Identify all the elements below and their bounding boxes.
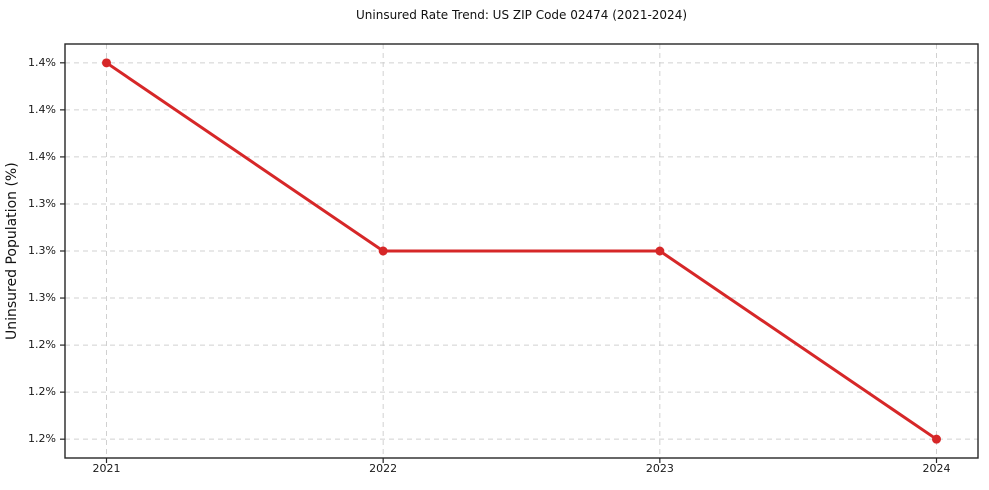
x-tick-label: 2023 bbox=[645, 462, 674, 475]
data-point-2024 bbox=[932, 434, 941, 444]
trend-line bbox=[105, 61, 938, 441]
y-tick-label: 1.2% bbox=[28, 385, 56, 399]
y-tick-label: 1.4% bbox=[28, 102, 56, 116]
data-point-2023 bbox=[655, 246, 665, 256]
y-tick-label: 1.2% bbox=[28, 338, 56, 352]
data-point-2021 bbox=[102, 58, 111, 68]
data-point-2022 bbox=[378, 246, 388, 256]
y-tick-label: 1.3% bbox=[28, 244, 56, 257]
y-tick-label: 1.3% bbox=[28, 291, 56, 305]
plot-area bbox=[60, 43, 979, 463]
plot-border bbox=[64, 43, 979, 459]
x-tick-label: 2024 bbox=[922, 462, 951, 475]
chart-title: Uninsured Rate Trend: US ZIP Code 02474 … bbox=[355, 8, 688, 22]
x-tick-label: 2022 bbox=[369, 462, 398, 475]
y-tick-label: 1.4% bbox=[28, 149, 56, 163]
x-tick-label: 2021 bbox=[92, 462, 121, 475]
y-tick-label: 1.4% bbox=[28, 55, 56, 69]
y-tick-label: 1.3% bbox=[28, 196, 56, 210]
y-tick-label: 1.2% bbox=[28, 432, 56, 446]
